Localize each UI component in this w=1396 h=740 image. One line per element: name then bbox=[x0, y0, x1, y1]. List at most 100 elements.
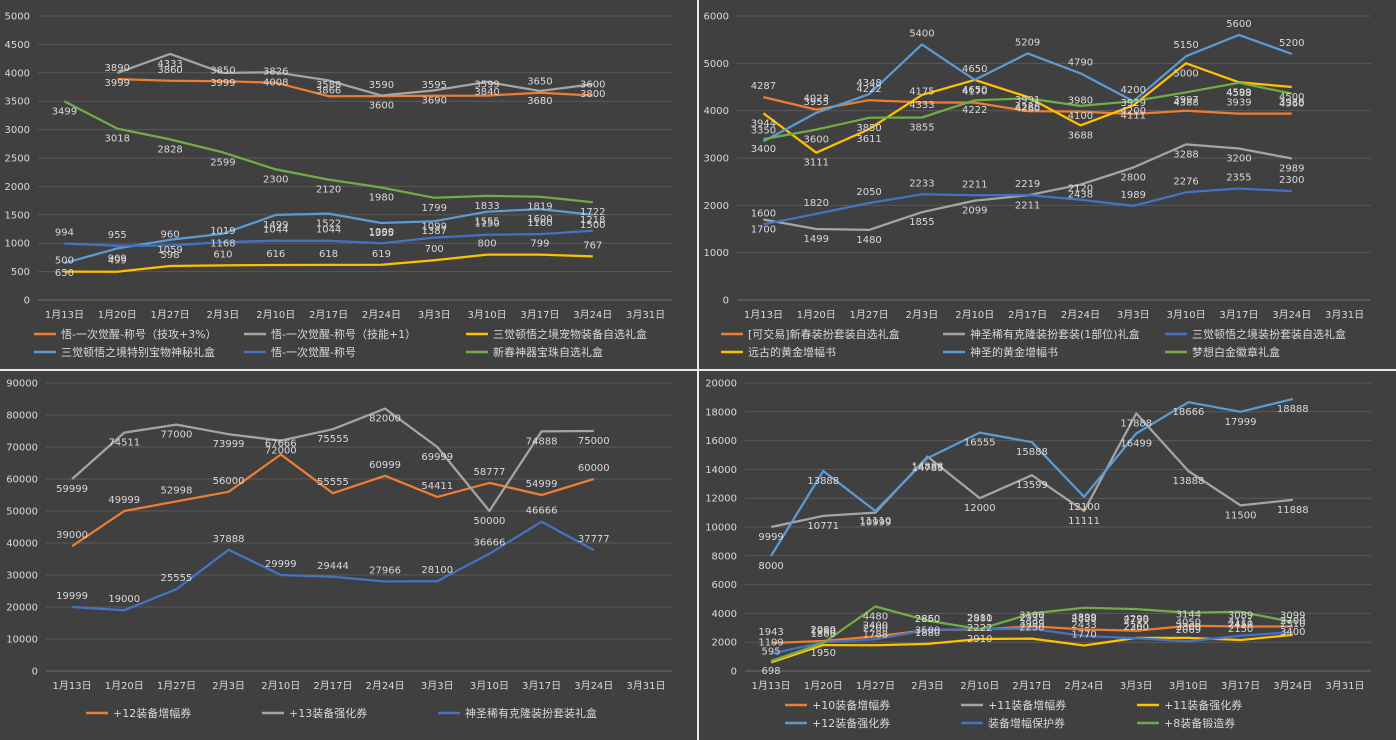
data-label: 4333 bbox=[909, 100, 934, 111]
data-label: 3860 bbox=[157, 65, 182, 76]
data-label: 25555 bbox=[161, 573, 193, 584]
y-tick-label: 3000 bbox=[704, 154, 729, 165]
data-label: 11888 bbox=[1277, 505, 1309, 516]
data-label: 11111 bbox=[1068, 516, 1100, 527]
data-label: 3600 bbox=[369, 101, 394, 112]
data-label: 60999 bbox=[369, 460, 401, 471]
series-line bbox=[770, 627, 1293, 655]
legend-label: 悟-一次觉醒-称号（技攻+3%） bbox=[61, 327, 217, 341]
data-label: 28100 bbox=[421, 565, 453, 576]
y-tick-label: 3500 bbox=[5, 97, 30, 108]
data-label: 2510 bbox=[1280, 619, 1305, 630]
data-label: 1800 bbox=[811, 629, 836, 640]
data-label: 3018 bbox=[105, 134, 130, 145]
y-tick-label: 0 bbox=[32, 667, 38, 678]
y-tick-label: 70000 bbox=[6, 443, 38, 454]
series-line bbox=[71, 453, 595, 548]
chart-panel-bottom-left: 0 10000 20000 30000 40000 50000 60000 70000 8000… bbox=[0, 371, 697, 740]
data-label: 3826 bbox=[263, 67, 288, 78]
data-label: 3600 bbox=[580, 80, 605, 91]
data-label: 3938 bbox=[1279, 98, 1304, 109]
data-label: 1099 bbox=[422, 222, 447, 233]
data-label: 4050 bbox=[1176, 618, 1201, 629]
data-label: 3999 bbox=[210, 78, 235, 89]
legend-label: +12装备增幅券 bbox=[113, 706, 191, 720]
chart-top-left: 0 500 1000 1500 2000 2500 3000 3500 4000 4500 5000… bbox=[5, 12, 672, 359]
data-label: 1600 bbox=[751, 208, 776, 219]
data-label: 3595 bbox=[422, 80, 447, 91]
data-label: 4650 bbox=[962, 64, 987, 75]
data-label: 1799 bbox=[422, 203, 447, 214]
legend-entry: 神圣的黄金增幅书 bbox=[943, 345, 1058, 359]
y-tick-label: 20000 bbox=[6, 603, 38, 614]
y-tick-label: 10000 bbox=[6, 635, 38, 646]
data-label: 1980 bbox=[369, 193, 394, 204]
data-label: 2250 bbox=[1019, 623, 1044, 634]
data-label: 29444 bbox=[317, 561, 349, 572]
data-label: 2700 bbox=[1280, 616, 1305, 627]
data-label: 3400 bbox=[1280, 627, 1305, 638]
data-label: 55555 bbox=[317, 477, 349, 488]
data-label: 3650 bbox=[527, 77, 552, 88]
data-label: 16555 bbox=[964, 438, 996, 449]
data-label: 1150 bbox=[474, 219, 499, 230]
x-tick-label: 1月13日 bbox=[53, 680, 92, 692]
y-tick-label: 12000 bbox=[705, 494, 737, 505]
data-label: 3499 bbox=[52, 106, 77, 117]
y-tick-label: 40000 bbox=[6, 539, 38, 550]
y-tick-label: 50000 bbox=[6, 507, 38, 518]
x-tick-label: 1月20日 bbox=[105, 680, 144, 692]
data-label: 3599 bbox=[474, 80, 499, 91]
data-label: 19999 bbox=[56, 591, 88, 602]
data-label: 75000 bbox=[578, 436, 610, 447]
data-label: 4100 bbox=[1068, 111, 1093, 122]
data-label: 3680 bbox=[527, 96, 552, 107]
data-label: 4588 bbox=[1226, 88, 1251, 99]
x-tick-label: 2月17日 bbox=[313, 680, 352, 692]
data-label: 1855 bbox=[909, 217, 934, 228]
data-label: 1218 bbox=[580, 215, 605, 226]
data-label: 2433 bbox=[1071, 620, 1096, 631]
data-label: 82000 bbox=[369, 414, 401, 425]
data-label: 2211 bbox=[962, 179, 987, 190]
x-tick-label: 1月27日 bbox=[157, 680, 196, 692]
data-label: 2800 bbox=[1121, 172, 1146, 183]
data-label: 2355 bbox=[1226, 173, 1251, 184]
data-label: 15888 bbox=[1016, 447, 1048, 458]
legend-entry: +12装备强化券 bbox=[785, 716, 890, 730]
x-tick-label: 2月10日 bbox=[960, 680, 999, 692]
x-tick-label: 3月31日 bbox=[626, 309, 665, 321]
data-label: 2400 bbox=[863, 620, 888, 631]
data-label: 9999 bbox=[758, 532, 783, 543]
legend-label: +12装备强化券 bbox=[812, 716, 890, 730]
legend-label: 远古的黄金增幅书 bbox=[748, 345, 836, 359]
legend-entry: 神圣稀有克隆装扮套装礼盒 bbox=[438, 706, 597, 720]
y-tick-label: 4000 bbox=[704, 106, 729, 117]
data-label: 1387 bbox=[422, 226, 447, 237]
data-label: 4023 bbox=[804, 94, 829, 105]
data-label: 46666 bbox=[526, 506, 558, 517]
data-label: 74511 bbox=[108, 438, 140, 449]
y-tick-label: 6000 bbox=[704, 12, 729, 23]
y-tick-label: 10000 bbox=[705, 523, 737, 534]
x-tick-label: 3月17日 bbox=[1221, 680, 1260, 692]
data-label: 4360 bbox=[1279, 99, 1304, 110]
data-label: 1833 bbox=[474, 201, 499, 212]
data-label: 3590 bbox=[369, 80, 394, 91]
data-label: 58777 bbox=[474, 467, 506, 478]
legend-entry: +11装备强化券 bbox=[1137, 698, 1242, 712]
data-label: 18666 bbox=[1173, 407, 1205, 418]
data-label: 4200 bbox=[1121, 106, 1146, 117]
legend-entry: 悟-一次觉醒-称号（技攻+3%） bbox=[34, 327, 217, 341]
series-line bbox=[71, 407, 594, 513]
y-tick-label: 2500 bbox=[5, 154, 30, 165]
data-label: 3800 bbox=[580, 89, 605, 100]
legend-label: 三觉顿悟之境宠物装备自选礼盒 bbox=[493, 327, 647, 341]
data-label: 2099 bbox=[962, 206, 987, 217]
data-label: 4348 bbox=[856, 78, 881, 89]
x-tick-label: 2月10日 bbox=[261, 680, 300, 692]
legend-label: +11装备强化券 bbox=[1164, 698, 1242, 712]
x-tick-label: 3月24日 bbox=[1272, 309, 1311, 321]
data-label: 618 bbox=[319, 249, 338, 260]
data-label: 2219 bbox=[1015, 179, 1040, 190]
